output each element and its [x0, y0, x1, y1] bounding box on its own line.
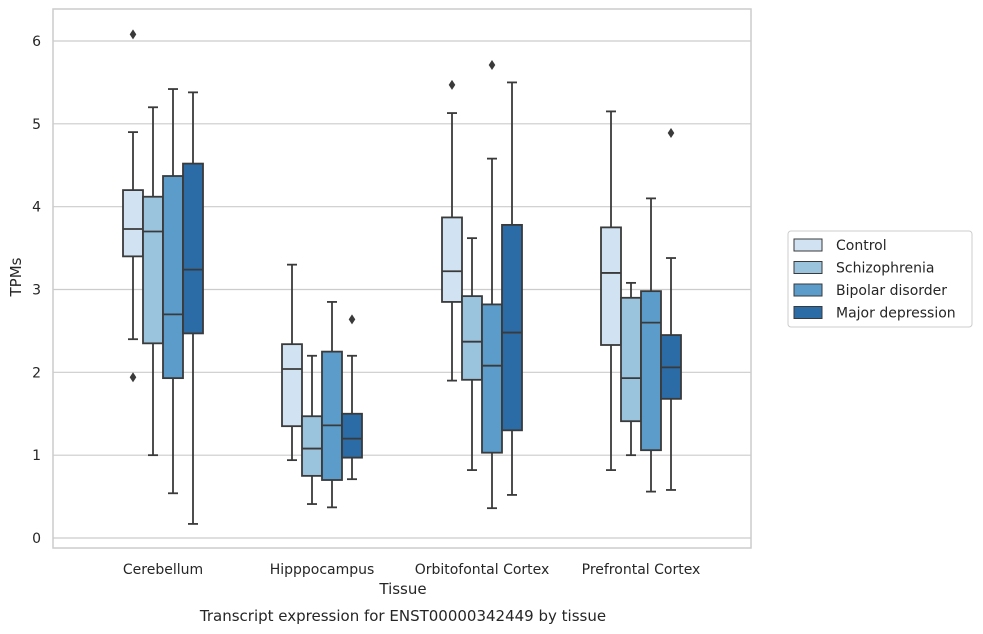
y-tick-label: 0 [32, 531, 41, 547]
box-iqr [441, 216, 463, 303]
box-iqr [182, 162, 204, 335]
outlier-point [448, 79, 456, 90]
y-tick-label: 2 [32, 365, 41, 381]
y-tick-label: 4 [32, 200, 41, 216]
box-iqr [600, 226, 622, 346]
outlier-point [129, 372, 137, 383]
legend-swatch [793, 306, 823, 319]
box-iqr [162, 175, 184, 380]
legend-swatch [793, 238, 823, 252]
outlier-point [348, 314, 356, 325]
outlier-point [667, 127, 675, 138]
y-tick-label: 1 [32, 448, 41, 464]
x-axis-ticks: Cerebellum Hipppocampus Orbitofontal Corte… [123, 562, 700, 578]
box-group [281, 263, 303, 462]
series-bipolar-disorder [162, 60, 662, 510]
box-iqr [341, 412, 363, 459]
legend-label: Control [836, 238, 887, 254]
box-iqr [301, 415, 323, 477]
series-control [122, 29, 622, 471]
box-iqr [481, 303, 503, 454]
box-iqr [620, 296, 642, 423]
box-iqr [281, 343, 303, 428]
box-group [501, 81, 523, 496]
legend: Control Schizophrenia Bipolar disorder Majo… [787, 230, 973, 328]
legend-label: Major depression [836, 306, 956, 322]
y-tick-label: 6 [32, 34, 41, 50]
x-tick-label: Orbitofontal Cortex [415, 562, 550, 578]
legend-frame [787, 230, 973, 328]
box-series [122, 29, 682, 525]
outlier-point [488, 60, 496, 71]
box-group [301, 354, 323, 505]
box-iqr [122, 189, 144, 258]
box-group [182, 91, 204, 525]
x-tick-label: Prefrontal Cortex [582, 562, 701, 578]
box-iqr [321, 350, 343, 481]
x-axis-label: Tissue [378, 580, 426, 598]
box-group [660, 127, 682, 491]
box-group [461, 237, 483, 471]
series-major-depression [182, 81, 682, 525]
legend-swatch [793, 283, 823, 297]
box-iqr [142, 195, 164, 345]
series-schizophrenia [142, 106, 642, 505]
legend-label: Schizophrenia [836, 261, 934, 277]
chart-caption: Transcript expression for ENST0000034244… [199, 607, 606, 625]
box-iqr [461, 295, 483, 381]
box-iqr [640, 290, 662, 452]
box-group [341, 314, 363, 481]
x-tick-label: Cerebellum [123, 562, 203, 578]
y-axis-label: TPMs [7, 257, 25, 297]
box-group [481, 60, 503, 510]
outlier-point [129, 29, 137, 40]
y-tick-label: 3 [32, 283, 41, 299]
x-tick-label: Hipppocampus [270, 562, 375, 578]
y-tick-label: 5 [32, 117, 41, 133]
legend-label: Bipolar disorder [836, 283, 947, 299]
box-group [600, 110, 622, 471]
box-iqr [501, 223, 523, 432]
legend-swatch [793, 261, 823, 274]
y-axis-ticks: 0 1 2 3 4 5 6 [32, 34, 41, 547]
box-group [441, 79, 463, 382]
